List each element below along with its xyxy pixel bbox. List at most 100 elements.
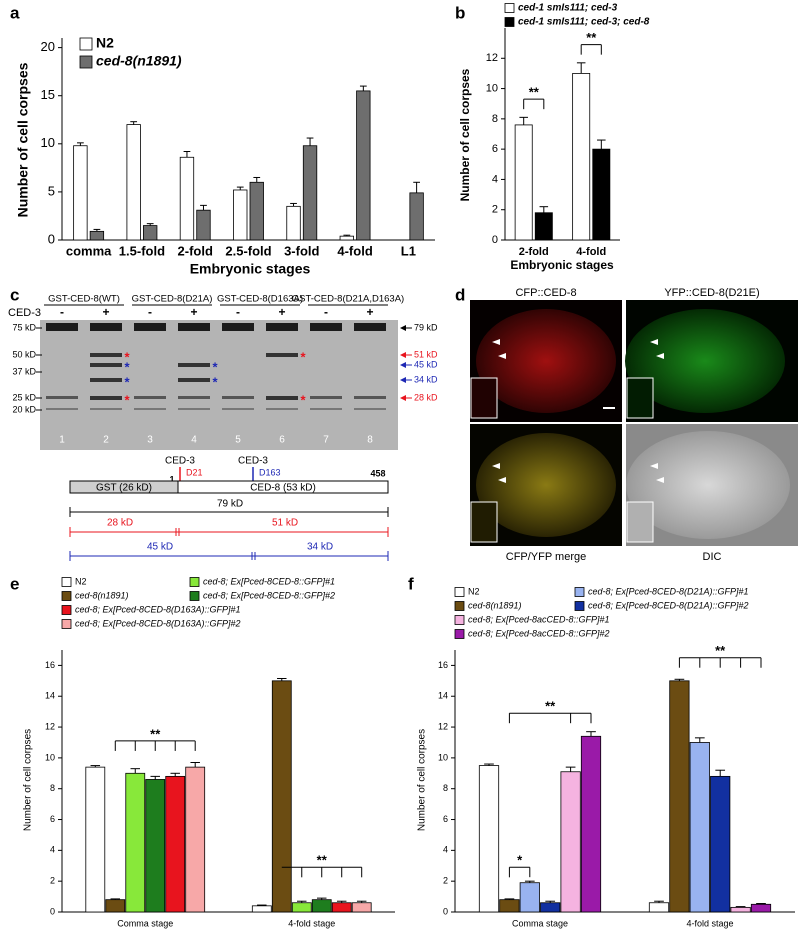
error-bar bbox=[253, 176, 261, 183]
significance: ** bbox=[715, 643, 726, 658]
sign: + bbox=[102, 305, 109, 319]
gel-band bbox=[178, 323, 210, 331]
fragment: 51 kD bbox=[272, 518, 298, 529]
legend-swatch bbox=[189, 591, 200, 601]
bar bbox=[356, 90, 371, 241]
treatment: CED-3 bbox=[8, 307, 41, 319]
gel-band bbox=[222, 396, 254, 399]
legend-swatch bbox=[189, 577, 200, 587]
legend-swatch bbox=[574, 601, 585, 611]
legend-swatch bbox=[61, 591, 72, 601]
y-tick-label: 12 bbox=[486, 52, 498, 64]
lane-group: GST-CED-8(WT) bbox=[48, 294, 120, 305]
lane-number: 3 bbox=[147, 435, 153, 446]
arrowhead bbox=[498, 477, 506, 483]
bar bbox=[750, 903, 772, 913]
x-tick-label: Comma stage bbox=[117, 918, 173, 928]
panel-label: b bbox=[455, 3, 465, 22]
gel-band bbox=[178, 396, 210, 399]
y-tick-label: 6 bbox=[443, 814, 448, 824]
x-tick-label: 2-fold bbox=[519, 246, 549, 258]
site: D21 bbox=[186, 467, 203, 477]
error-bar bbox=[715, 769, 726, 777]
gel-star: * bbox=[124, 359, 130, 374]
gel-band bbox=[90, 378, 122, 382]
gel-band bbox=[354, 396, 386, 399]
bar bbox=[302, 145, 318, 241]
bar bbox=[271, 680, 292, 913]
band-arrow bbox=[400, 352, 406, 358]
y-tick-label: 8 bbox=[492, 113, 498, 125]
bar bbox=[669, 680, 690, 913]
panel-label: c bbox=[10, 285, 19, 304]
y-tick-label: 20 bbox=[41, 39, 55, 54]
error-bar bbox=[130, 768, 141, 774]
gel-band bbox=[90, 323, 122, 331]
error-bar bbox=[306, 137, 314, 146]
error-bar bbox=[257, 904, 267, 906]
legend-swatch bbox=[61, 619, 72, 629]
legend-label: ced-1 smIs111; ced-3; ced-8 bbox=[518, 17, 650, 28]
gel-star: * bbox=[124, 392, 130, 407]
image-title: CFP::CED-8 bbox=[515, 287, 576, 299]
fragment: 45 kD bbox=[147, 542, 173, 553]
sign: - bbox=[60, 305, 64, 319]
x-tick-label: L1 bbox=[401, 243, 416, 258]
gel-band bbox=[354, 408, 386, 410]
gel-band bbox=[178, 363, 210, 367]
error-bar bbox=[654, 900, 664, 903]
error-bar bbox=[413, 181, 420, 193]
bar bbox=[143, 225, 158, 241]
lane-group: GST-CED-8(D21A) bbox=[132, 294, 213, 305]
gel-band bbox=[90, 408, 122, 410]
legend-label: N2 bbox=[96, 35, 114, 51]
x-tick-label: 1.5-fold bbox=[119, 243, 165, 258]
significance: ** bbox=[317, 853, 328, 868]
panel-label: d bbox=[455, 285, 465, 304]
y-tick-label: 10 bbox=[45, 752, 55, 762]
gel-band bbox=[178, 408, 210, 410]
lane-number: 4 bbox=[191, 435, 197, 446]
bar bbox=[580, 735, 602, 913]
significance: ** bbox=[545, 699, 556, 714]
error-bar bbox=[146, 223, 154, 226]
band-label: 51 kD bbox=[414, 349, 438, 359]
y-tick-label: 16 bbox=[45, 660, 55, 670]
fragment: 28 kD bbox=[107, 518, 133, 529]
legend-label: ced-8; Ex[Pced-8CED-8(D21A)::GFP]#2 bbox=[588, 600, 749, 610]
gel bbox=[40, 320, 398, 450]
bar bbox=[291, 902, 312, 913]
y-tick-label: 12 bbox=[438, 721, 448, 731]
gel-band bbox=[266, 396, 298, 400]
band-arrow bbox=[400, 325, 406, 331]
x-axis-label: Embryonic stages bbox=[190, 261, 311, 277]
band-label: 45 kD bbox=[414, 359, 438, 369]
bar bbox=[251, 905, 272, 913]
panel-label: e bbox=[10, 574, 19, 593]
lane-number: 6 bbox=[279, 435, 285, 446]
y-tick-label: 10 bbox=[486, 82, 498, 94]
bar bbox=[478, 765, 500, 913]
sign: + bbox=[278, 305, 285, 319]
gel-band bbox=[90, 353, 122, 357]
legend-label: ced-8; Ex[Pced-8CED-8(D163A)::GFP]#2 bbox=[75, 618, 241, 628]
bar bbox=[286, 205, 301, 241]
band-arrow bbox=[400, 362, 406, 368]
legend-swatch bbox=[79, 55, 93, 69]
y-tick-label: 10 bbox=[438, 752, 448, 762]
lane-number: 7 bbox=[323, 435, 329, 446]
bar bbox=[339, 235, 354, 241]
gel-band bbox=[178, 378, 210, 382]
x-tick-label: 4-fold stage bbox=[686, 918, 733, 928]
gel-star: * bbox=[300, 392, 306, 407]
marker-label: 25 kD bbox=[12, 392, 36, 402]
legend-label: ced-8; Ex[Pced-8acCED-8::GFP]#1 bbox=[468, 614, 610, 624]
site: D163 bbox=[259, 467, 281, 477]
gel-band bbox=[90, 396, 122, 400]
error-bar bbox=[316, 897, 327, 900]
gel-band bbox=[134, 408, 166, 410]
bar bbox=[105, 899, 126, 913]
y-tick-label: 6 bbox=[492, 143, 498, 155]
y-tick-label: 15 bbox=[41, 87, 55, 102]
y-tick-label: 12 bbox=[45, 721, 55, 731]
